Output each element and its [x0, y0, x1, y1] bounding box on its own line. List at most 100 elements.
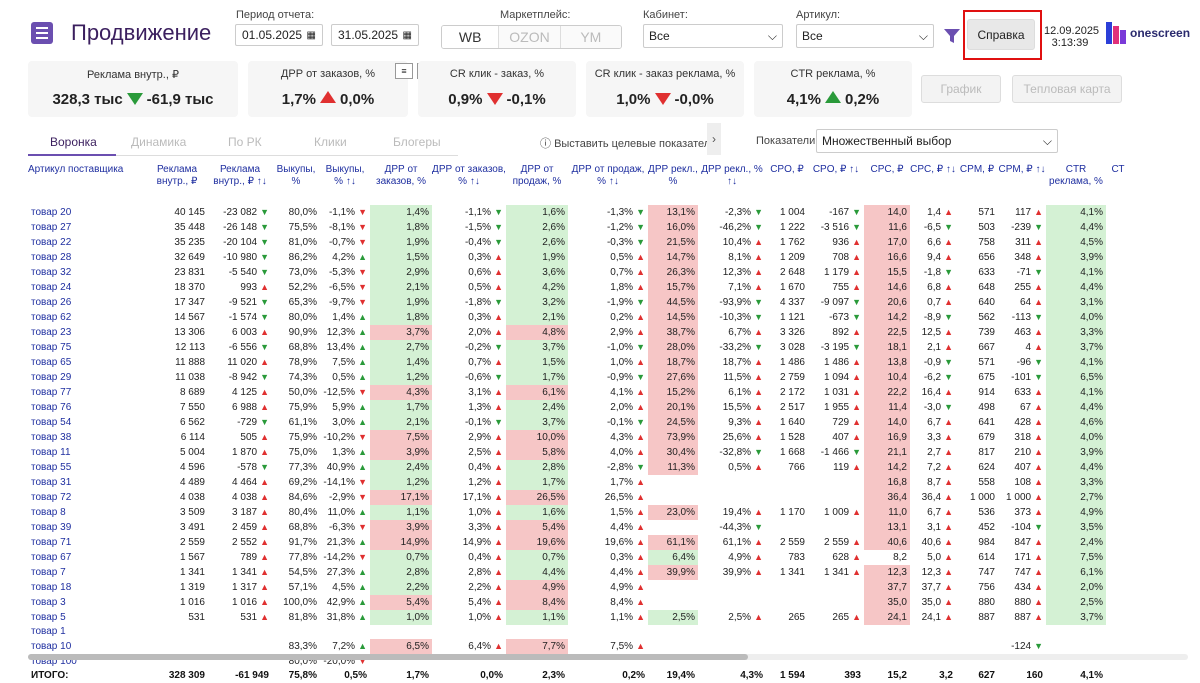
table-row[interactable]: товар 5 531 531 ▲ 81,8% 31,8% ▲ 1,0% 1,0% ▲ 1,1% 1,… — [28, 610, 1130, 625]
table-row[interactable]: товар 28 32 649 -10 980 ▼ 86,2% 4,2% ▲ 1,5% 0,3%… — [28, 250, 1130, 265]
article-select[interactable]: Все ⌵ — [796, 24, 934, 48]
table-row[interactable]: товар 72 4 038 4 038 ▲ 84,6% -2,9% ▼ 17,1% 17,1%… — [28, 490, 1130, 505]
marketplace-ym[interactable]: YM — [560, 26, 621, 48]
table-cell: 27,3% ▲ — [326, 567, 367, 578]
set-targets-link[interactable]: ⓘ Выставить целевые показатели — [540, 138, 717, 150]
chevron-right-icon[interactable]: › — [707, 123, 721, 155]
table-row[interactable]: товар 77 8 689 4 125 ▲ 50,0% -12,5% ▼ 4,3% 3,1% ▲… — [28, 385, 1130, 400]
indicators-select[interactable]: Множественный выбор ⌵ — [816, 129, 1058, 153]
tab-funnel[interactable]: Воронка — [50, 135, 97, 149]
table-cell — [766, 490, 808, 505]
kpi-card-cr-ads[interactable]: CR клик - заказ реклама, % 1,0% -0,0% — [586, 61, 744, 117]
column-header[interactable]: Выкупы, % ↑↓ — [325, 164, 365, 187]
column-header[interactable]: Реклама внутр., ₽ — [156, 164, 198, 187]
kpi-card-cr[interactable]: CR клик - заказ, % 0,9% -0,1% — [418, 61, 576, 117]
cabinet-select[interactable]: Все ⌵ — [643, 24, 783, 48]
article-name: товар 75 — [31, 341, 72, 353]
table-row[interactable]: товар 62 14 567 -1 574 ▼ 80,0% 1,4% ▲ 1,8% 0,3% ▲… — [28, 310, 1130, 325]
table-cell: 4 125 ▲ — [232, 387, 269, 398]
column-header[interactable]: Выкупы, % — [276, 164, 316, 187]
table-row[interactable]: товар 22 35 235 -20 104 ▼ 81,0% -0,7% ▼ 1,9% -0,… — [28, 235, 1130, 250]
table-cell: -10 980 ▼ — [223, 252, 269, 263]
table-cell: 1 179 ▲ — [824, 267, 861, 278]
table-row[interactable]: товар 18 1 319 1 317 ▲ 57,1% 4,5% ▲ 2,2% 2,2% ▲ 4,… — [28, 580, 1130, 595]
menu-button[interactable] — [31, 22, 53, 44]
table-row[interactable]: товар 23 13 306 6 003 ▲ 90,9% 12,3% ▲ 3,7% 2,0% ▲… — [28, 325, 1130, 340]
table-row[interactable]: товар 32 23 831 -5 540 ▼ 73,0% -5,3% ▼ 2,9% 0,6%… — [28, 265, 1130, 280]
table-row[interactable]: товар 29 11 038 -8 942 ▼ 74,3% 0,5% ▲ 1,2% -0,6%… — [28, 370, 1130, 385]
table-row[interactable]: товар 65 11 888 11 020 ▲ 78,9% 7,5% ▲ 1,4% 0,7% ▲… — [28, 355, 1130, 370]
tab-clicks[interactable]: Клики — [314, 135, 347, 149]
table-row[interactable]: товар 27 35 448 -26 148 ▼ 75,5% -8,1% ▼ 1,8% -1,… — [28, 220, 1130, 235]
table-cell: 78,9% — [288, 356, 317, 368]
table-row[interactable]: товар 100 80,0% -20,0% ▼ — [28, 654, 1130, 669]
column-header[interactable]: ДРР рекл., % ↑↓ — [701, 164, 763, 187]
horizontal-scrollbar[interactable] — [28, 654, 748, 660]
table-row[interactable]: товар 54 6 562 -729 ▼ 61,1% 3,0% ▲ 2,1% -0,1% ▼ 3,… — [28, 415, 1130, 430]
table-cell: 24,5% — [648, 415, 698, 430]
table-row[interactable]: товар 38 6 114 505 ▲ 75,9% -10,2% ▼ 7,5% 2,9% ▲ 10… — [28, 430, 1130, 445]
column-header[interactable]: CTR реклама, % — [1049, 164, 1103, 187]
column-header[interactable]: CPC, ₽ — [870, 164, 904, 175]
marketplace-label: Маркетплейс: — [500, 9, 571, 21]
chart-button[interactable]: График — [921, 75, 1001, 103]
kpi-card-ctr[interactable]: CTR реклама, % 4,1% 0,2% — [754, 61, 912, 117]
filter-icon[interactable] — [942, 26, 962, 46]
table-row[interactable]: товар 24 18 370 993 ▲ 52,2% -6,5% ▼ 2,1% 0,5% ▲ 4,… — [28, 280, 1130, 295]
kpi-card-drr[interactable]: ДРР от заказов, % 1,7% 0,0% — [248, 61, 408, 117]
table-row[interactable]: товар 76 7 550 6 988 ▲ 75,9% 5,9% ▲ 1,7% 1,3% ▲ 2,… — [28, 400, 1130, 415]
marketplace-wb[interactable]: WB — [442, 26, 500, 48]
table-row[interactable]: товар 26 17 347 -9 521 ▼ 65,3% -9,7% ▼ 1,9% -1,8… — [28, 295, 1130, 310]
table-total-row[interactable]: ИТОГО: 328 309 -61 949 75,8% 0,5% 1,7% 0,0% 2,3… — [28, 669, 1130, 683]
table-row[interactable]: товар 39 3 491 2 459 ▲ 68,8% -6,3% ▼ 3,9% 3,3% ▲ 5… — [28, 520, 1130, 535]
table-row[interactable]: товар 11 5 004 1 870 ▲ 75,0% 1,3% ▲ 3,9% 2,5% ▲ 5,… — [28, 445, 1130, 460]
date-to-input[interactable]: 31.05.2025 ▦ — [331, 24, 419, 46]
column-header[interactable]: ДРР рекл., % — [648, 164, 698, 187]
table-cell: 11,0% ▲ — [327, 507, 367, 518]
column-header[interactable]: CPC, ₽ ↑↓ — [910, 164, 956, 175]
table-cell: -0,1% ▼ — [464, 417, 503, 428]
table-cell: 14,0 — [864, 205, 910, 220]
column-header[interactable]: ДРР от заказов, % — [376, 164, 426, 187]
column-header[interactable]: CPM, ₽ ↑↓ — [998, 164, 1046, 175]
column-header[interactable]: CPO, ₽ — [770, 164, 804, 175]
table-cell: 10,4% ▲ — [722, 237, 763, 248]
table-row[interactable]: товар 71 2 559 2 552 ▲ 91,7% 21,3% ▲ 14,9% 14,9%… — [28, 535, 1130, 550]
column-header[interactable]: CPM, ₽ — [959, 164, 995, 175]
arrow-up-icon: ▲ — [636, 507, 645, 517]
kpi-card-ads[interactable]: Реклама внутр., ₽ 328,3 тыс -61,9 тыс — [28, 61, 238, 117]
table-cell: 914 — [978, 386, 995, 398]
table-row[interactable]: товар 10 83,3% 7,2% ▲ 6,5% 6,4% ▲ 7,7% 7,5% ▲ -124… — [28, 639, 1130, 654]
table-cell: 6,7 ▲ — [927, 507, 953, 518]
arrow-up-icon: ▲ — [494, 552, 503, 562]
date-from-input[interactable]: 01.05.2025 ▦ — [235, 24, 323, 46]
table-row[interactable]: товар 55 4 596 -578 ▼ 77,3% 40,9% ▲ 2,4% 0,4% ▲ 2,… — [28, 460, 1130, 475]
table-row[interactable]: товар 31 4 489 4 464 ▲ 69,2% -14,1% ▼ 1,2% 1,2% ▲… — [28, 475, 1130, 490]
table-row[interactable]: товар 20 40 145 -23 082 ▼ 80,0% -1,1% ▼ 1,4% -1,… — [28, 205, 1130, 220]
column-header[interactable]: ДРР от продаж, % ↑↓ — [571, 164, 645, 187]
column-header[interactable]: CPO, ₽ ↑↓ — [812, 164, 860, 175]
column-header[interactable]: СТ — [1111, 164, 1125, 175]
column-header[interactable]: ДРР от продаж, % — [512, 164, 562, 187]
column-header[interactable]: Артикул поставщика — [28, 164, 124, 175]
table-cell: 2,5% — [1046, 595, 1106, 610]
table-cell — [1046, 625, 1106, 639]
tab-by-campaign[interactable]: По РК — [228, 135, 262, 149]
heatmap-button[interactable]: Тепловая карта — [1012, 75, 1122, 103]
help-button[interactable]: Справка — [967, 19, 1035, 50]
tab-bloggers[interactable]: Блогеры — [393, 135, 441, 149]
table-cell: 1,2% — [370, 370, 432, 385]
table-row[interactable]: товар 75 12 113 -6 556 ▼ 68,8% 13,4% ▲ 2,7% -0,2… — [28, 340, 1130, 355]
filter-lines-icon[interactable]: ≡ — [395, 63, 413, 79]
table-row[interactable]: товар 67 1 567 789 ▲ 77,8% -14,2% ▼ 0,7% 0,4% ▲ 0,… — [28, 550, 1130, 565]
column-header[interactable]: Реклама внутр., ₽ ↑↓ — [213, 164, 267, 187]
column-header[interactable]: ДРР от заказов, % ↑↓ — [432, 164, 506, 187]
table-cell: -0,2% ▼ — [464, 342, 503, 353]
marketplace-ozon[interactable]: OZON — [499, 26, 561, 48]
article-name: товар 72 — [31, 491, 72, 503]
tab-dynamics[interactable]: Динамика — [131, 135, 187, 149]
table-row[interactable]: товар 1 — [28, 625, 1130, 639]
